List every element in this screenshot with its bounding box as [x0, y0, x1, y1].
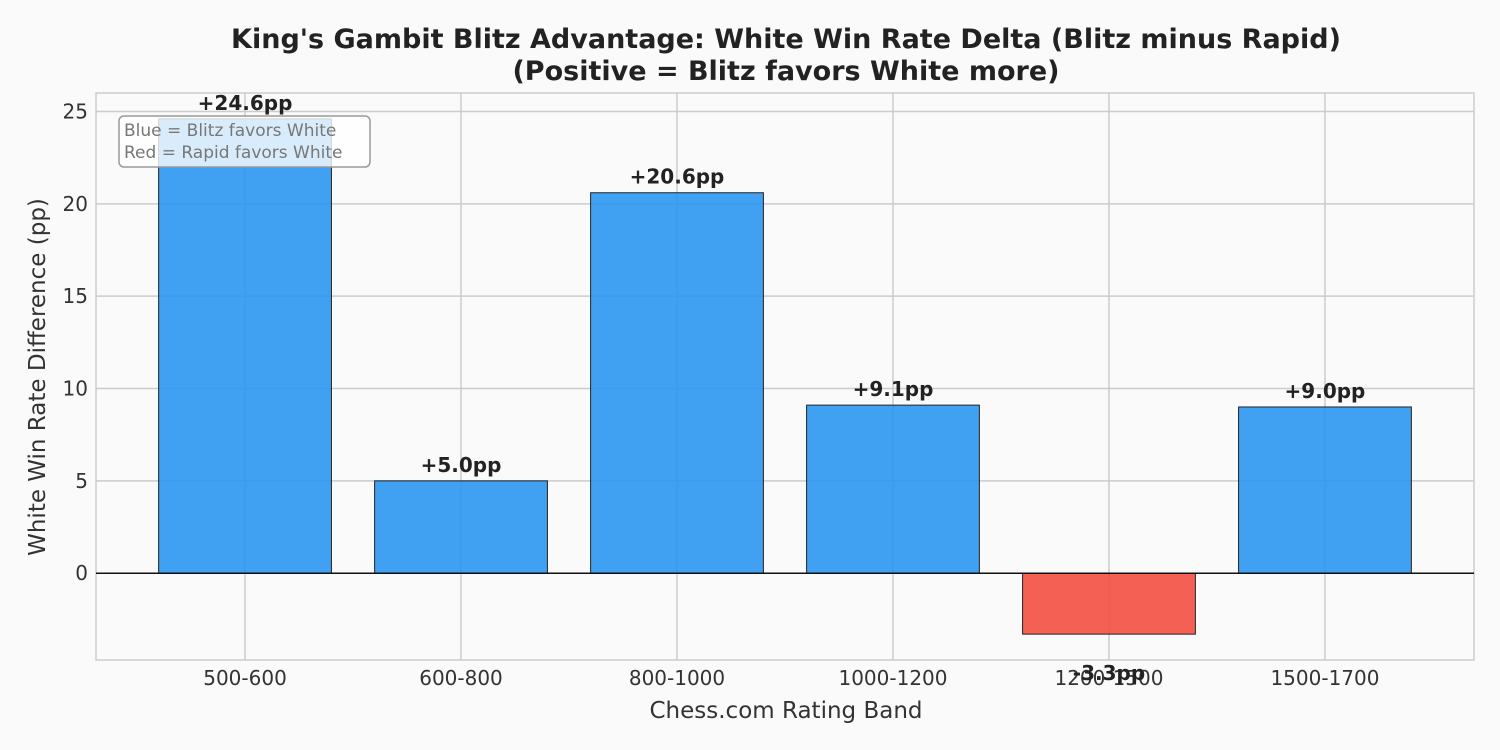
y-tick-label: 20 [63, 192, 88, 216]
bar-value-label: +9.0pp [1285, 379, 1366, 403]
legend-box: Blue = Blitz favors White Red = Rapid fa… [118, 115, 371, 168]
bar-value-label: +20.6pp [630, 165, 725, 189]
bar-500-600 [158, 118, 332, 574]
bar-value-label: +5.0pp [421, 453, 502, 477]
bar-800-1000 [590, 192, 764, 574]
y-tick-label: 25 [63, 99, 88, 123]
y-tick-label: 0 [75, 561, 88, 585]
x-tick-label: 800-1000 [629, 666, 725, 690]
y-tick-label: 5 [75, 469, 88, 493]
bar-1000-1200 [806, 404, 980, 574]
bars [158, 118, 1412, 635]
bar-value-label: +9.1pp [853, 377, 934, 401]
legend-line-blitz: Blue = Blitz favors White [124, 121, 336, 141]
x-tick-label: 1500-1700 [1270, 666, 1379, 690]
x-tick-label: 500-600 [203, 666, 287, 690]
x-tick-label: 1200-1500 [1054, 666, 1163, 690]
y-tick-label: 10 [63, 377, 88, 401]
y-tick-labels: 0 5 10 15 20 25 [63, 99, 88, 585]
x-tick-labels: 500-600 600-800 800-1000 1000-1200 1200-1500… [203, 666, 1379, 690]
x-tick-label: 600-800 [419, 666, 503, 690]
y-axis-label: White Win Rate Difference (pp) [25, 198, 51, 556]
x-tick-label: 1000-1200 [838, 666, 947, 690]
bar-value-labels: +24.6pp +5.0pp +20.6pp +9.1pp -3.3pp +9.0pp [198, 91, 1366, 685]
bar-value-label: +24.6pp [198, 91, 293, 115]
chart-title: King's Gambit Blitz Advantage: White Win… [231, 24, 1341, 55]
bar-1500-1700 [1238, 406, 1412, 574]
x-axis-label: Chess.com Rating Band [649, 698, 922, 724]
bar-600-800 [374, 480, 548, 574]
bar-1200-1500 [1022, 572, 1196, 635]
chart-subtitle: (Positive = Blitz favors White more) [512, 56, 1059, 87]
y-tick-label: 15 [63, 284, 88, 308]
legend-line-rapid: Red = Rapid favors White [124, 143, 342, 163]
bar-value-label: -3.3pp [1073, 661, 1145, 685]
